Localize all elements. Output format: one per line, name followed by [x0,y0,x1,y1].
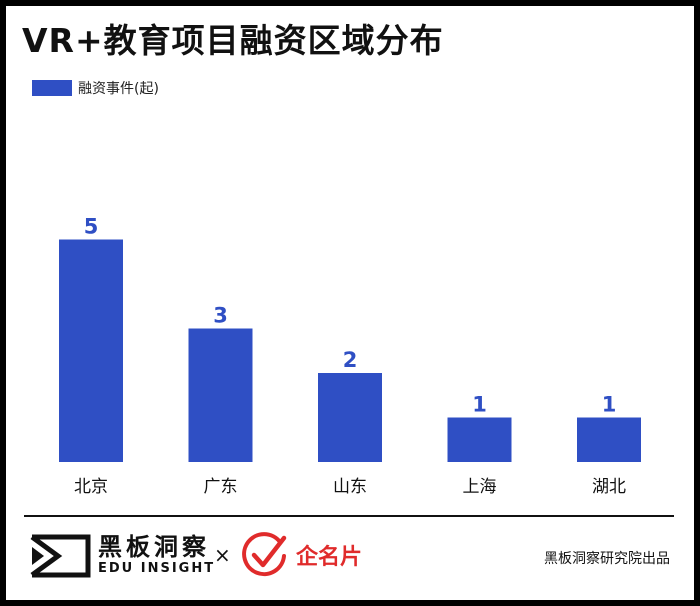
source-credit: 黑板洞察研究院出品 [544,551,670,567]
chart-title: VR+教育项目融资区域分布 [22,21,444,60]
category-label-1: 广东 [204,477,238,497]
brand-block: 黑板洞察 EDU INSIGHT [28,533,215,579]
category-label-0: 北京 [74,477,108,497]
category-label-4: 湖北 [592,477,626,497]
value-label-2: 2 [343,348,358,372]
collab-separator: × [214,543,231,567]
bar-1 [188,328,253,462]
partner-name: 企名片 [296,545,363,570]
value-label-0: 5 [84,215,99,239]
legend: 融资事件(起) [32,78,159,98]
bar-3 [447,417,512,462]
brand-name-en: EDU INSIGHT [98,561,216,576]
legend-label: 融资事件(起) [78,81,159,97]
value-label-1: 3 [213,304,228,328]
brand-name-cn: 黑板洞察 [98,533,210,561]
legend-swatch [32,80,72,96]
bar-0 [59,239,123,462]
bar-4 [577,417,641,462]
value-label-4: 1 [602,393,617,417]
bar-2 [318,373,382,462]
value-label-3: 1 [472,393,487,417]
category-label-2: 山东 [333,477,367,497]
partner-block: 企名片 [240,530,362,580]
footer-divider [24,515,674,517]
red-checkmark-circle-icon [242,532,287,577]
category-label-3: 上海 [463,477,497,497]
play-bracket-logo-icon [30,534,91,578]
